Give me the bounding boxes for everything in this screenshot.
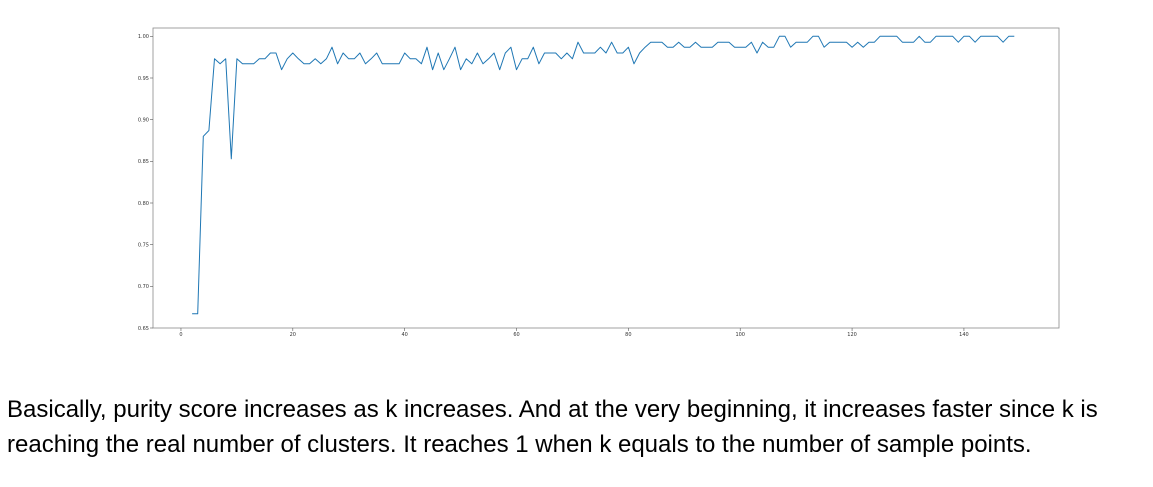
caption: Basically, purity score increases as k i…	[7, 392, 1147, 462]
y-tick-label: 0.75	[138, 242, 149, 248]
y-tick-label: 0.65	[138, 326, 149, 332]
caption-line-1: Basically, purity score increases as k i…	[7, 396, 1098, 423]
series-layer	[192, 35, 1015, 315]
y-tick-label: 0.95	[138, 76, 149, 82]
x-tick-label: 120	[847, 332, 857, 338]
y-tick-label: 0.85	[138, 159, 149, 165]
x-axis: 0 20 40 60 80 100 120 140	[179, 328, 969, 338]
y-tick-label: 0.70	[138, 284, 149, 290]
y-axis: 0.65 0.70 0.75 0.80 0.85 0.90 0.95 1.00	[138, 34, 153, 332]
x-tick-label: 20	[290, 332, 296, 338]
y-tick-label: 1.00	[138, 34, 149, 40]
x-tick-label: 100	[735, 332, 745, 338]
y-tick-label: 0.90	[138, 117, 149, 123]
x-tick-label: 40	[401, 332, 407, 338]
caption-line-2: reaching the real number of clusters. It…	[7, 431, 1032, 458]
y-tick-label: 0.80	[138, 201, 149, 207]
x-tick-label: 80	[625, 332, 631, 338]
plot-area-frame	[152, 27, 1060, 329]
x-tick-label: 140	[959, 332, 969, 338]
series-line	[192, 35, 1015, 315]
purity-score-line-chart: 0 20 40 60 80 100 120 140 0.650.700.750.800.850…	[138, 27, 1060, 338]
x-tick-label: 0	[179, 332, 182, 338]
x-tick-label: 60	[513, 332, 519, 338]
